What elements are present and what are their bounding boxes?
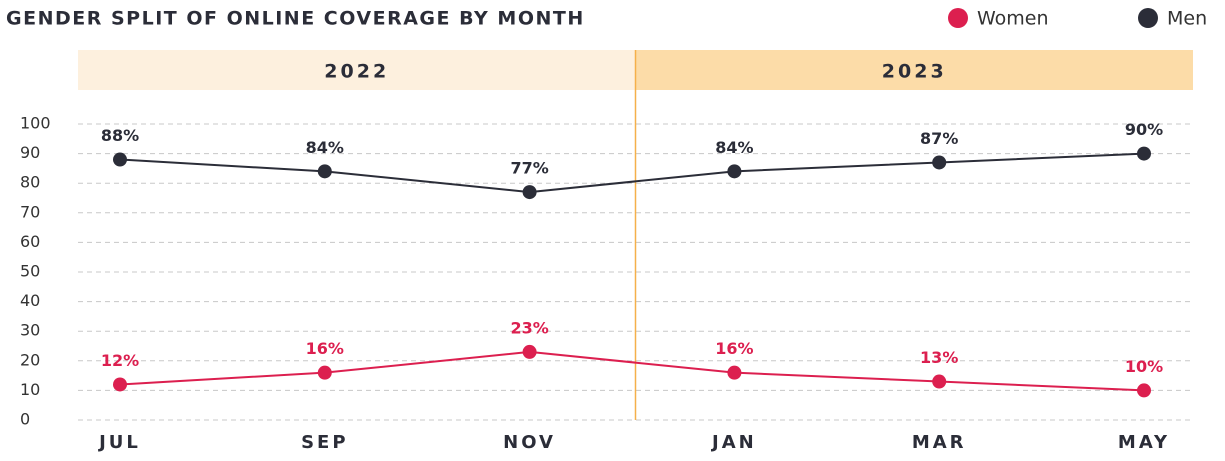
y-tick-label: 10 [20,380,40,399]
data-point [1137,383,1151,398]
y-tick-label: 100 [20,114,51,133]
data-point [113,152,127,167]
data-label: 12% [101,351,139,370]
data-point [932,374,947,389]
data-point [522,344,537,359]
group-band [635,50,1193,90]
chart-title: GENDER SPLIT OF ONLINE COVERAGE BY MONTH [6,8,585,30]
data-point [727,164,742,179]
data-point [522,185,537,200]
data-label: 90% [1125,120,1163,139]
data-label: 88% [101,126,139,145]
data-label: 23% [510,318,548,337]
data-label: 77% [510,159,548,178]
data-point [317,365,332,380]
x-tick-label: MAY [1118,432,1170,453]
legend-label: Women [977,8,1049,30]
x-tick-label: JAN [710,432,757,453]
y-tick-label: 50 [20,262,40,281]
x-tick-label: MAR [912,432,967,453]
data-point [727,365,742,380]
data-label: 84% [715,138,753,157]
x-tick-label: JUL [97,432,141,453]
y-tick-label: 90 [20,143,40,162]
data-label: 10% [1125,357,1163,376]
data-point [317,164,332,179]
data-point [113,377,127,392]
x-tick-label: NOV [503,432,556,453]
data-label: 13% [920,348,958,367]
y-tick-label: 70 [20,202,40,221]
series-line [119,350,1145,392]
legend-swatch [1138,8,1158,28]
data-label: 84% [306,138,344,157]
series-line [119,152,1145,194]
y-tick-label: 60 [20,232,40,251]
data-point [932,155,947,170]
legend-label: Men [1167,8,1207,30]
group-band [78,50,636,90]
x-tick-label: SEP [301,432,348,453]
y-tick-label: 20 [20,350,40,369]
data-label: 16% [715,339,753,358]
data-label: 87% [920,129,958,148]
y-tick-label: 40 [20,291,40,310]
group-label: 2023 [882,61,947,83]
y-tick-label: 30 [20,321,40,340]
data-label: 16% [306,339,344,358]
legend-swatch [948,8,968,28]
y-tick-label: 80 [20,173,40,192]
data-point [1137,146,1151,161]
y-tick-label: 0 [20,410,30,429]
group-label: 2022 [324,61,389,83]
